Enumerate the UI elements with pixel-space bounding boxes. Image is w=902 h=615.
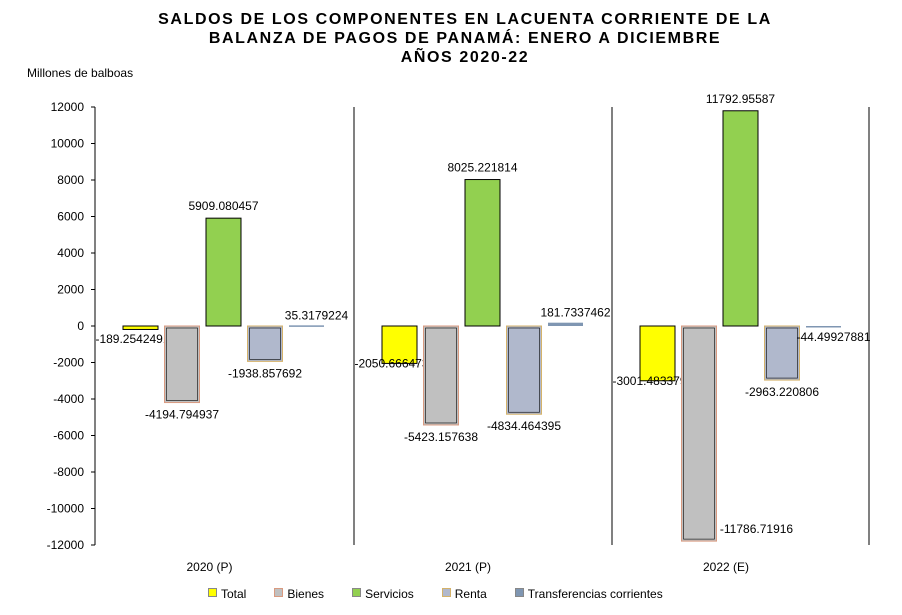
chart-plot-area: 12000 10000 8000 6000 4000 2000 0 -2000 -4000 -60… bbox=[47, 92, 871, 574]
y-tick-label: 2000 bbox=[57, 283, 84, 297]
data-label: -3001.483379 bbox=[612, 374, 686, 388]
legend-swatch bbox=[352, 588, 362, 597]
legend-swatch bbox=[274, 588, 284, 597]
chart-title-line-1: SALDOS DE LOS COMPONENTES EN LACUENTA CO… bbox=[158, 11, 772, 28]
data-label: -4834.464395 bbox=[487, 419, 561, 433]
data-label: -2963.220806 bbox=[745, 385, 819, 399]
legend-item: Bienes bbox=[274, 587, 324, 601]
bar-transferencias-corrientes bbox=[548, 322, 583, 326]
bar-bienes bbox=[164, 325, 200, 404]
legend-item: Total bbox=[208, 587, 246, 601]
bar-renta bbox=[247, 325, 283, 362]
y-tick-label: 0 bbox=[77, 319, 84, 333]
y-tick-label: -6000 bbox=[53, 429, 84, 443]
bar-inner-outline bbox=[766, 327, 798, 379]
legend-swatch bbox=[514, 588, 524, 597]
y-tick-label: 12000 bbox=[51, 100, 85, 114]
legend-label: Total bbox=[221, 587, 247, 601]
data-label: 181.7337462 bbox=[540, 306, 610, 320]
bar-total bbox=[381, 325, 418, 364]
bar-total bbox=[122, 325, 159, 330]
y-axis-unit-label: Millones de balboas bbox=[27, 66, 134, 80]
y-tick-label: 4000 bbox=[57, 246, 84, 260]
data-label: -2050.666473 bbox=[354, 356, 428, 370]
chart-legend: Total Bienes Servicios Renta Transferencias … bbox=[208, 587, 691, 601]
bar-bienes bbox=[423, 325, 459, 426]
legend-item: Servicios bbox=[352, 587, 414, 601]
data-label: -189.2542491 bbox=[95, 332, 169, 346]
bar-renta bbox=[764, 325, 800, 381]
y-tick-label: 10000 bbox=[51, 137, 85, 151]
category-label: 2022 (E) bbox=[703, 560, 749, 574]
data-label: 8025.221814 bbox=[447, 161, 517, 175]
legend-swatch bbox=[441, 588, 451, 597]
data-label: -1938.857692 bbox=[228, 366, 302, 380]
legend-item: Transferencias corrientes bbox=[514, 587, 663, 601]
y-tick-label: -8000 bbox=[53, 465, 84, 479]
legend-label: Renta bbox=[454, 587, 487, 601]
chart-title: SALDOS DE LOS COMPONENTES EN LACUENTA CO… bbox=[0, 10, 902, 67]
y-tick-label: -4000 bbox=[53, 392, 84, 406]
category-label: 2020 (P) bbox=[186, 560, 232, 574]
legend-label: Transferencias corrientes bbox=[527, 587, 663, 601]
legend-label: Servicios bbox=[365, 587, 414, 601]
data-label: -11786.71916 bbox=[720, 522, 794, 536]
category-label: 2021 (P) bbox=[445, 560, 491, 574]
bar-inner-outline bbox=[249, 327, 281, 360]
chart-title-line-3: AÑOS 2020-22 bbox=[400, 49, 530, 66]
bar-bienes bbox=[681, 325, 717, 542]
legend-label: Bienes bbox=[287, 587, 325, 601]
chart-title-line-2: BALANZA DE PAGOS DE PANAMÁ: ENERO A DICI… bbox=[208, 30, 722, 47]
bar-transferencias-corrientes bbox=[806, 326, 841, 328]
y-tick-label: -10000 bbox=[47, 502, 85, 516]
data-label: -44.49927881 bbox=[796, 330, 870, 344]
data-label: 11792.95587 bbox=[706, 92, 776, 106]
bar-servicios bbox=[205, 217, 242, 327]
bar-transferencias-corrientes bbox=[289, 325, 324, 327]
bar-inner-outline bbox=[166, 327, 198, 401]
legend-swatch bbox=[208, 588, 217, 597]
bar-servicios bbox=[722, 110, 759, 327]
data-label: 35.3179224 bbox=[285, 308, 349, 322]
bar-renta bbox=[506, 325, 542, 415]
legend-item: Renta bbox=[441, 587, 487, 601]
y-tick-label: 6000 bbox=[57, 210, 84, 224]
y-tick-label: -2000 bbox=[53, 356, 84, 370]
data-label: 5909.080457 bbox=[188, 199, 258, 213]
bar-servicios bbox=[464, 179, 501, 327]
bar-inner-outline bbox=[508, 327, 540, 413]
data-label: -5423.157638 bbox=[404, 430, 478, 444]
bar-inner-outline bbox=[425, 327, 457, 424]
bar-total bbox=[639, 325, 676, 382]
data-label: -4194.794937 bbox=[145, 408, 219, 422]
y-tick-label: -12000 bbox=[47, 538, 85, 552]
bar-inner-outline bbox=[683, 327, 715, 540]
y-tick-label: 8000 bbox=[57, 173, 84, 187]
